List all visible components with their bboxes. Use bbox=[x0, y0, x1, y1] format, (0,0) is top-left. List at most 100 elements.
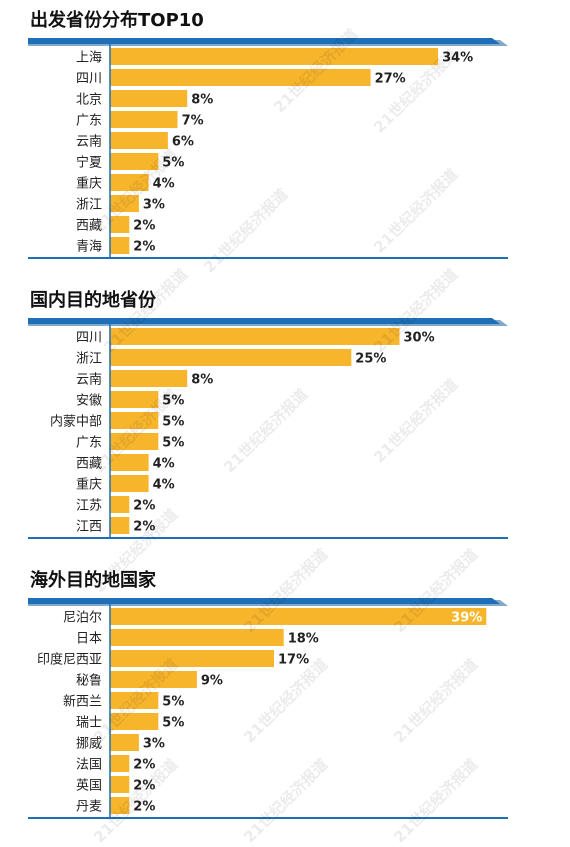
bar bbox=[110, 776, 130, 793]
category-label: 四川 bbox=[76, 72, 102, 87]
bar bbox=[110, 216, 130, 233]
category-label: 青海 bbox=[76, 240, 102, 255]
bar bbox=[110, 111, 178, 128]
category-label: 英国 bbox=[76, 779, 102, 794]
data-label: 7% bbox=[182, 114, 204, 129]
data-label: 8% bbox=[191, 373, 213, 388]
data-label: 2% bbox=[133, 499, 155, 514]
bar bbox=[110, 391, 159, 408]
bar-row: 云南 6% bbox=[76, 132, 194, 150]
bar-row: 秘鲁 9% bbox=[76, 671, 223, 689]
category-label: 内蒙中部 bbox=[50, 414, 102, 430]
bar-row: 安徽 5% bbox=[76, 391, 184, 409]
data-label: 6% bbox=[172, 135, 194, 150]
bar-row: 英国 2% bbox=[76, 776, 155, 794]
bar bbox=[110, 608, 487, 625]
bar-row: 丹麦 2% bbox=[76, 797, 155, 815]
bar-row: 云南 8% bbox=[76, 370, 213, 388]
category-label: 云南 bbox=[76, 134, 102, 150]
data-label: 2% bbox=[133, 779, 155, 794]
bar bbox=[110, 755, 130, 772]
bar bbox=[110, 496, 130, 513]
category-label: 秘鲁 bbox=[76, 674, 102, 689]
bar-row: 上海 34% bbox=[76, 48, 473, 66]
category-label: 四川 bbox=[76, 331, 102, 346]
bar bbox=[110, 370, 188, 387]
bar-row: 重庆 4% bbox=[76, 475, 175, 493]
bar bbox=[110, 412, 159, 429]
header-band bbox=[28, 38, 500, 44]
data-label: 4% bbox=[153, 457, 175, 472]
data-label: 34% bbox=[442, 51, 473, 66]
bar-row: 广东 7% bbox=[76, 111, 204, 129]
bar-row: 广东 5% bbox=[76, 433, 184, 451]
bar-chart-overseas: 尼泊尔 39% 日本 18% 印度尼西亚 17% 秘鲁 9% 新西兰 5% 瑞士 5% 挪威 3% 法国 2%… bbox=[28, 598, 508, 819]
panel-title: 海外目的地国家 bbox=[30, 570, 156, 591]
bar bbox=[110, 734, 139, 751]
bar bbox=[110, 629, 284, 646]
category-label: 西藏 bbox=[76, 219, 102, 234]
bar bbox=[110, 153, 159, 170]
data-label: 2% bbox=[133, 800, 155, 815]
data-label: 5% bbox=[162, 716, 184, 731]
panel-title: 出发省份分布TOP10 bbox=[30, 10, 204, 31]
data-label: 3% bbox=[143, 198, 165, 213]
data-label: 30% bbox=[404, 331, 435, 346]
bar-row: 新西兰 5% bbox=[63, 692, 184, 710]
data-label: 25% bbox=[355, 352, 386, 367]
bar-chart-domestic: 四川 30% 浙江 25% 云南 8% 安徽 5% 内蒙中部 5% 广东 5% 西藏 4% 重庆 4% 江苏 2%… bbox=[28, 318, 508, 539]
bar-row: 宁夏 5% bbox=[76, 153, 184, 171]
category-label: 安徽 bbox=[76, 394, 102, 409]
category-label: 重庆 bbox=[76, 176, 102, 192]
bar bbox=[110, 797, 130, 814]
category-label: 宁夏 bbox=[76, 155, 102, 171]
category-label: 广东 bbox=[76, 114, 102, 129]
bar bbox=[110, 454, 149, 471]
bar bbox=[110, 132, 168, 149]
bar bbox=[110, 517, 130, 534]
data-label: 2% bbox=[133, 758, 155, 773]
bar-row: 浙江 3% bbox=[76, 195, 165, 213]
bar-row: 江苏 2% bbox=[76, 496, 155, 514]
bar bbox=[110, 69, 371, 86]
panel-domestic: 国内目的地省份 四川 30% 浙江 25% 云南 8% 安徽 5% 内蒙中部 5% 广东 5% 西藏 4%… bbox=[0, 286, 570, 546]
data-label: 4% bbox=[153, 478, 175, 493]
data-label: 9% bbox=[201, 674, 223, 689]
panel-departure: 出发省份分布TOP10 上海 34% 四川 27% 北京 8% 广东 7% 云南 6% 宁夏 5% 重庆… bbox=[0, 6, 570, 266]
bar-row: 四川 27% bbox=[76, 69, 406, 87]
category-label: 北京 bbox=[76, 93, 102, 108]
data-label: 17% bbox=[278, 653, 309, 668]
data-label: 3% bbox=[143, 737, 165, 752]
bar bbox=[110, 328, 400, 345]
panel-title: 国内目的地省份 bbox=[30, 290, 156, 311]
bar bbox=[110, 475, 149, 492]
bar bbox=[110, 692, 159, 709]
data-label: 4% bbox=[153, 177, 175, 192]
category-label: 印度尼西亚 bbox=[37, 652, 102, 668]
bar bbox=[110, 349, 352, 366]
data-label: 8% bbox=[191, 93, 213, 108]
bar-row: 西藏 4% bbox=[76, 454, 175, 472]
category-label: 江西 bbox=[76, 520, 102, 535]
category-label: 云南 bbox=[76, 372, 102, 388]
bar-row: 西藏 2% bbox=[76, 216, 155, 234]
bar-row: 挪威 3% bbox=[76, 734, 165, 752]
bar bbox=[110, 90, 188, 107]
bar bbox=[110, 671, 197, 688]
header-band bbox=[28, 598, 500, 604]
category-label: 日本 bbox=[76, 632, 102, 647]
category-label: 西藏 bbox=[76, 457, 102, 472]
bar-row: 尼泊尔 39% bbox=[63, 608, 487, 626]
bar-row: 重庆 4% bbox=[76, 174, 175, 192]
bar bbox=[110, 48, 439, 65]
data-label: 18% bbox=[288, 632, 319, 647]
category-label: 丹麦 bbox=[76, 800, 102, 815]
category-label: 新西兰 bbox=[63, 694, 102, 710]
category-label: 瑞士 bbox=[76, 716, 102, 731]
bar bbox=[110, 433, 159, 450]
bar-row: 四川 30% bbox=[76, 328, 435, 346]
category-label: 法国 bbox=[76, 758, 102, 773]
data-label: 5% bbox=[162, 394, 184, 409]
bar-row: 浙江 25% bbox=[76, 349, 386, 367]
data-label: 5% bbox=[162, 695, 184, 710]
